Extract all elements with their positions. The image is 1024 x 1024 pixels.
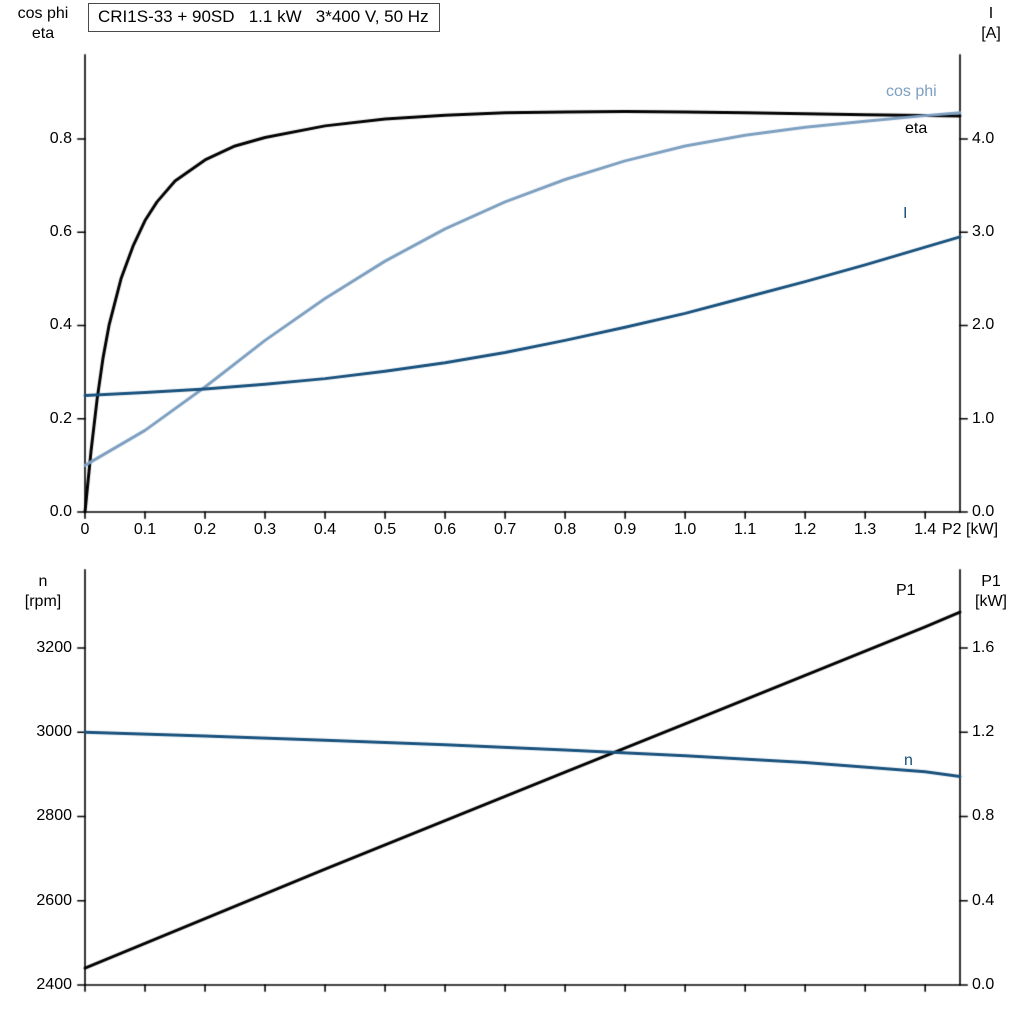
left-axis-tick-label: 0.0 [49,503,72,520]
left-axis-tick-label: 2400 [36,976,72,993]
x-tick-label: 1.1 [734,521,757,538]
right-axis-tick-label: 0.8 [972,807,995,825]
x-tick-label: 0.9 [613,521,637,538]
curve-label-current: I [903,205,908,222]
left-axis-tick-label: 2800 [36,807,72,825]
x-tick-label: 0 [80,521,90,538]
x-tick-label: 1.3 [854,521,877,538]
right-axis-tick-label: 4.0 [972,129,995,147]
x-tick-label: 0.8 [553,521,577,538]
left-axis-tick-label: 0.2 [49,409,72,427]
curve-label-cos-phi: cos phi [886,83,937,100]
left-axis-tick-label: 0.8 [49,129,72,147]
curve-label-eta: eta [905,120,928,137]
chart-title: CRI1S-33 + 90SD 1.1 kW 3*400 V, 50 Hz [88,3,440,32]
axis-label-cosphi: cos phi [17,5,69,22]
right-axis-tick-label: 3.0 [972,223,995,241]
left-axis-tick-label: 2600 [36,891,72,909]
curve-label-n: n [904,752,913,769]
axis-label-kw-unit: [kW] [975,593,1007,610]
left-axis-tick-label: 3000 [36,723,72,741]
axis-label-n: n [38,573,48,590]
x-tick-label: 0.2 [193,521,217,538]
left-axis-tick-label: 0.6 [49,223,72,241]
axis-label-eta: eta [31,25,55,42]
curve-label-p1: P1 [896,582,916,599]
right-axis-tick-label: 0.4 [972,891,995,909]
left-axis-tick-label: 0.4 [49,316,72,334]
right-axis-tick-label: 2.0 [972,316,995,334]
top-left-axis-label: cos phi eta [2,4,84,44]
right-axis-tick-label: 1.0 [972,409,995,427]
x-tick-label: 1.4 [914,521,937,538]
axis-label-current: I [988,5,994,22]
x-tick-label: 0.4 [313,521,337,538]
x-tick-label: 1.2 [794,521,817,538]
x-tick-label: 0.3 [253,521,277,538]
top-right-axis-label: I [A] [960,4,1022,44]
right-axis-tick-label: 0.0 [972,976,995,993]
x-tick-label: 1.0 [674,521,697,538]
bottom-left-axis-label: n [rpm] [2,572,84,612]
right-axis-tick-label: 1.6 [972,638,995,656]
x-tick-label: 0.7 [493,521,517,538]
x-tick-label: 0.6 [433,521,457,538]
x-tick-label: 0.5 [373,521,397,538]
axis-label-ampere-unit: [A] [981,25,1001,42]
bottom-right-axis-label: P1 [kW] [960,572,1022,612]
right-axis-tick-label: 0.0 [972,503,995,520]
axis-label-rpm-unit: [rpm] [24,593,62,610]
left-axis-tick-label: 3200 [36,638,72,656]
axis-label-p1: P1 [981,573,1001,590]
x-tick-label: 0.1 [133,521,157,538]
x-axis-label: P2 [kW] [942,521,999,538]
right-axis-tick-label: 1.2 [972,723,995,741]
